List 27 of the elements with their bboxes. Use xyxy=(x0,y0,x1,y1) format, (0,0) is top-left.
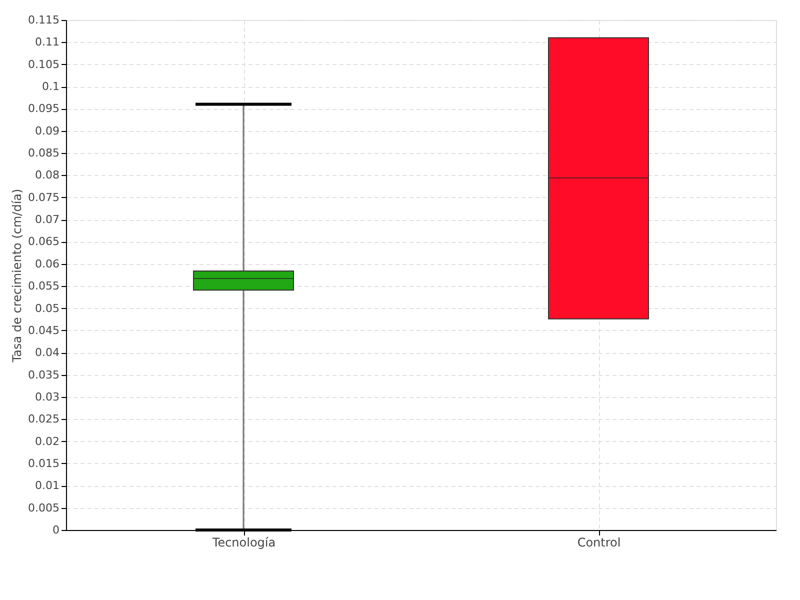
x-tick-label: Tecnología xyxy=(211,536,276,550)
y-tick-label: 0.06 xyxy=(35,257,60,270)
y-tick-label: 0.025 xyxy=(28,412,60,426)
y-tick-label: 0.105 xyxy=(28,58,60,71)
y-tick-label: 0.11 xyxy=(35,36,60,49)
y-tick-label: 0.065 xyxy=(28,235,60,248)
y-axis-title: Tasa de crecimiento (cm/día) xyxy=(10,188,24,364)
y-tick-label: 0.115 xyxy=(28,14,60,26)
y-tick-label: 0.085 xyxy=(28,146,60,160)
y-tick-label: 0.01 xyxy=(35,479,60,492)
y-tick-label: 0.02 xyxy=(35,434,60,448)
y-tick-label: 0.03 xyxy=(35,390,60,404)
y-tick-label: 0.005 xyxy=(28,501,60,514)
y-tick-label: 0.07 xyxy=(35,213,60,226)
y-tick-label: 0.095 xyxy=(28,102,60,116)
y-tick-label: 0.1 xyxy=(42,80,60,94)
y-tick-label: 0.015 xyxy=(28,456,60,470)
y-tick-label: 0 xyxy=(52,524,60,536)
y-tick-label: 0.04 xyxy=(35,346,60,360)
y-tick-label: 0.09 xyxy=(35,124,60,138)
y-tick-label: 0.08 xyxy=(35,168,60,182)
y-tick-label: 0.05 xyxy=(35,302,60,315)
y-tick-label: 0.045 xyxy=(28,324,60,337)
y-tick-label: 0.035 xyxy=(28,368,60,382)
x-tick-label: Control xyxy=(577,536,621,550)
y-tick-label: 0.075 xyxy=(28,190,60,204)
y-tick-label: 0.055 xyxy=(28,280,60,293)
